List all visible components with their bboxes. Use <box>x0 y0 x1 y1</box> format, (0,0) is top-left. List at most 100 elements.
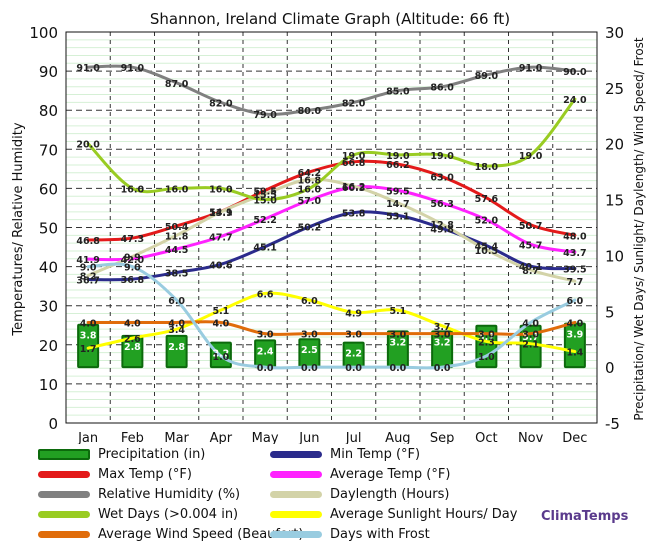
data-label: 3.8 <box>80 331 97 342</box>
legend-item: Max Temp (°F) <box>38 465 192 483</box>
data-label: 45.7 <box>519 240 542 251</box>
data-label: 80.0 <box>298 106 322 117</box>
data-label: 8.7 <box>522 266 539 277</box>
data-label: 82.0 <box>342 98 366 109</box>
data-label: 82.0 <box>209 98 233 109</box>
legend-item: Wet Days (>0.004 in) <box>38 505 238 523</box>
y-tick-left-label: 100 <box>29 24 58 42</box>
precip-bar <box>165 334 188 369</box>
y-axis-left-label: Temperatures/ Relative Humidity <box>11 122 26 336</box>
legend-label: Max Temp (°F) <box>98 466 192 482</box>
data-label: 40.6 <box>209 260 233 271</box>
legend-label: Relative Humidity (%) <box>98 486 241 502</box>
legend-label: Average Wind Speed (Beaufort) <box>98 526 304 542</box>
data-label: 41.9 <box>76 255 99 266</box>
legend-swatch <box>270 530 322 538</box>
data-label: 1.0 <box>478 352 495 363</box>
data-label: 4.9 <box>345 308 362 319</box>
data-label: 79.0 <box>253 110 277 121</box>
x-tick-label: Jan <box>77 431 98 444</box>
data-label: 6.6 <box>257 289 274 300</box>
data-label: 4.0 <box>212 318 229 329</box>
legend-item: Average Wind Speed (Beaufort) <box>38 525 303 543</box>
y-tick-right-label: 20 <box>605 136 624 154</box>
y-tick-left-label: 0 <box>48 415 58 433</box>
y-tick-left-label: 10 <box>39 376 58 394</box>
y-tick-left-label: 30 <box>39 298 58 316</box>
legend-swatch <box>270 470 322 478</box>
data-label: 5.1 <box>212 306 229 317</box>
data-label: 2.8 <box>124 342 141 353</box>
data-label: 19.0 <box>430 151 454 162</box>
data-label: 14.7 <box>386 199 409 210</box>
data-label: 53.8 <box>342 209 366 220</box>
y-tick-left-label: 90 <box>39 63 58 81</box>
brand-logo: ClimaTemps <box>541 509 629 524</box>
legend-swatch <box>38 530 90 538</box>
data-label: 2.6 <box>124 334 141 345</box>
data-label: 2.2 <box>345 349 362 360</box>
data-label: 6.0 <box>566 296 583 307</box>
data-label: 3.9 <box>566 330 583 341</box>
data-label: 64.2 <box>298 168 321 179</box>
data-label: 52.0 <box>475 216 499 227</box>
data-label: 19.0 <box>342 151 366 162</box>
data-label: 3.2 <box>389 337 406 348</box>
data-label: 19.0 <box>519 151 543 162</box>
data-label: 47.3 <box>121 234 144 245</box>
data-label: 3.0 <box>522 330 539 341</box>
y-axis-right-label: Precipitation/ Wet Days/ Sunlight/ Dayle… <box>632 37 646 421</box>
data-label: 3.0 <box>257 330 274 341</box>
data-label: 45.1 <box>253 243 276 254</box>
climate-chart: Shannon, Ireland Climate Graph (Altitude… <box>11 10 646 444</box>
legend-label: Wet Days (>0.004 in) <box>98 506 239 522</box>
data-label: 45.4 <box>475 241 499 252</box>
wet-days-0-004-in-line <box>86 97 577 202</box>
chart-legend: Precipitation (in) Min Temp (°F) Max Temp … <box>0 444 661 543</box>
data-label: 15.0 <box>253 196 277 207</box>
y-tick-right-label: 30 <box>605 24 624 42</box>
x-tick-label: Dec <box>562 431 587 444</box>
legend-label: Precipitation (in) <box>98 446 206 462</box>
data-label: 59.5 <box>253 186 276 197</box>
legend-label: Min Temp (°F) <box>330 446 421 462</box>
data-label: 12.8 <box>430 220 454 231</box>
data-label: 56.3 <box>430 199 453 210</box>
y-tick-right-label: 0 <box>605 359 615 377</box>
data-label: 43.7 <box>563 248 586 259</box>
data-label: 16.8 <box>298 175 322 186</box>
data-label: 50.7 <box>519 221 542 232</box>
data-label: 3.0 <box>389 330 406 341</box>
chart-title: Shannon, Ireland Climate Graph (Altitude… <box>150 10 510 28</box>
data-label: 86.0 <box>430 83 454 94</box>
legend-swatch <box>38 448 90 460</box>
legend-swatch <box>270 490 322 498</box>
data-label: 16.0 <box>165 184 189 195</box>
legend-label: Average Temp (°F) <box>330 466 451 482</box>
data-label: 1.0 <box>212 352 229 363</box>
data-label: 53.1 <box>386 211 409 222</box>
y-tick-left-label: 70 <box>39 141 58 159</box>
legend-item: Precipitation (in) <box>38 445 205 463</box>
legend-item: Average Temp (°F) <box>270 465 450 483</box>
data-label: 0.0 <box>301 363 318 374</box>
data-label: 9.0 <box>80 263 97 274</box>
data-label: 46.8 <box>76 236 100 247</box>
data-label: 16.2 <box>342 182 365 193</box>
data-label: 2.1 <box>522 340 539 351</box>
data-label: 66.8 <box>342 158 366 169</box>
data-label: 7.7 <box>566 277 583 288</box>
y-tick-left-label: 20 <box>39 337 58 355</box>
data-label: 8.2 <box>80 272 97 283</box>
data-label: 3.0 <box>478 330 495 341</box>
data-label: 85.0 <box>386 87 410 98</box>
x-tick-label: May <box>252 431 279 444</box>
data-label: 4.0 <box>522 318 539 329</box>
plot-border <box>65 31 598 424</box>
data-label: 40.1 <box>519 262 542 273</box>
data-label: 0.0 <box>345 363 362 374</box>
legend-item: Days with Frost <box>270 525 430 543</box>
data-label: 39.5 <box>563 265 586 276</box>
data-label: 50.2 <box>298 223 321 234</box>
y-tick-right-label: 5 <box>605 303 615 321</box>
